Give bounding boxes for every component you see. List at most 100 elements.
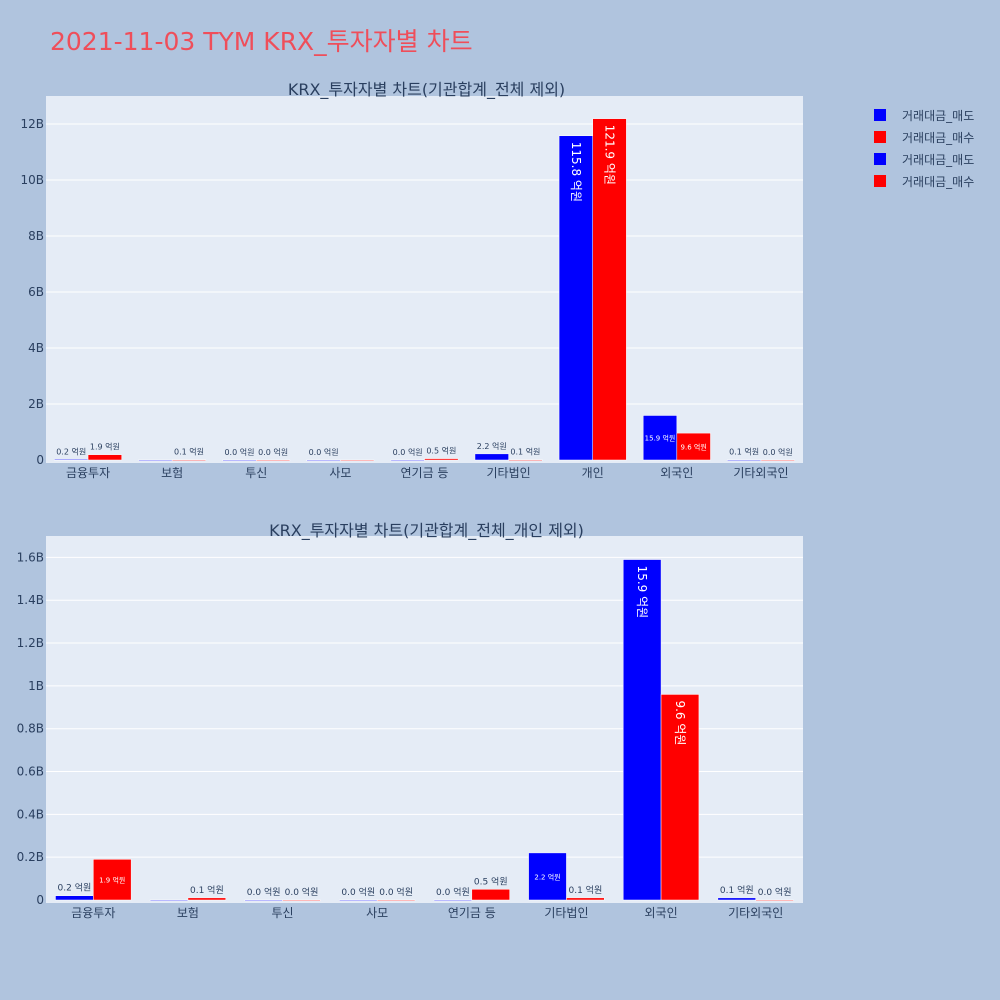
- data-label: 0.0 억원: [436, 886, 470, 898]
- y-tick-label: 0.6B: [17, 765, 44, 779]
- y-tick-label: 10B: [20, 173, 44, 187]
- chart-1: 0 2B 4B 6B 8B 10B 12B KRX_투자자별 차트(기관합계_전체 제외) 금융…: [20, 80, 803, 480]
- legend-swatch: [874, 109, 886, 121]
- x-tick-label: 보험: [177, 906, 199, 920]
- data-label: 0.0 억원: [758, 886, 792, 898]
- bar: [471, 889, 510, 901]
- data-label: 0.2 억원: [58, 882, 92, 894]
- bar: [390, 459, 425, 462]
- y-tick-label: 0.4B: [17, 807, 44, 821]
- x-tick-label: 외국인: [645, 906, 678, 920]
- x-tick-label: 사모: [329, 466, 351, 480]
- data-label: 0.5 억원: [426, 446, 456, 456]
- legend-item[interactable]: 거래대금_매수: [874, 170, 974, 192]
- data-label: 0.1 억원: [729, 447, 759, 457]
- y-tick-label: 12B: [20, 117, 44, 131]
- data-label: 2.2 억원: [477, 441, 507, 451]
- data-label: 15.9 억원: [645, 434, 676, 443]
- page-title: 2021-11-03 TYM KRX_투자자별 차트: [50, 27, 473, 56]
- bar: [222, 459, 257, 462]
- x-tick-label: 기타외국인: [728, 906, 783, 920]
- x-tick-label: 금융투자: [71, 906, 115, 920]
- x-tick-label: 연기금 등: [448, 906, 496, 920]
- bar: [755, 899, 794, 902]
- x-tick-label: 개인: [582, 466, 604, 480]
- data-label: 9.6 억원: [673, 700, 687, 745]
- y-tick-label: 0.2B: [17, 850, 44, 864]
- data-label: 0.1 억원: [174, 447, 204, 457]
- x-tick-label: 보험: [161, 466, 183, 480]
- y-tick-label: 1.2B: [17, 636, 44, 650]
- legend-label: 거래대금_매도: [902, 152, 975, 167]
- y-tick-label: 1.4B: [17, 593, 44, 607]
- bar: [244, 899, 283, 902]
- data-label: 2.2 억원: [534, 872, 560, 881]
- legend-label: 거래대금_매도: [902, 108, 975, 123]
- legend-item[interactable]: 거래대금_매도: [874, 104, 974, 126]
- chart-title: KRX_투자자별 차트(기관합계_전체_개인 제외): [269, 521, 584, 541]
- bar: [256, 459, 291, 462]
- legend-swatch: [874, 153, 886, 165]
- data-label: 0.1 억원: [190, 884, 224, 896]
- bar: [282, 899, 321, 902]
- bar: [187, 897, 227, 901]
- bar: [54, 459, 89, 461]
- bar: [424, 458, 459, 461]
- legend-label: 거래대금_매수: [902, 174, 975, 189]
- x-tick-label: 외국인: [660, 466, 693, 480]
- data-label: 0.0 억원: [309, 447, 339, 457]
- data-label: 0.0 억원: [285, 886, 319, 898]
- bar: [622, 559, 662, 901]
- data-label: 0.5 억원: [474, 875, 508, 887]
- data-label: 115.8 억원: [569, 142, 583, 202]
- bar: [93, 859, 132, 901]
- data-label: 0.1 억원: [510, 447, 540, 457]
- data-label: 0.0 억원: [763, 447, 793, 457]
- x-tick-label: 사모: [366, 906, 388, 920]
- data-label: 9.6 억원: [681, 443, 707, 452]
- bar: [339, 899, 378, 902]
- bar: [528, 852, 567, 901]
- data-label: 0.2 억원: [56, 446, 86, 456]
- chart-title: KRX_투자자별 차트(기관합계_전체 제외): [288, 80, 565, 100]
- x-tick-label: 금융투자: [66, 466, 110, 480]
- data-label: 0.0 억원: [341, 886, 375, 898]
- data-label: 121.9 억원: [603, 125, 617, 185]
- bar: [149, 899, 189, 902]
- bar: [306, 459, 341, 462]
- data-label: 0.0 억원: [258, 447, 288, 457]
- x-tick-label: 기타외국인: [733, 466, 788, 480]
- bar: [340, 459, 375, 462]
- chart-2: 0 0.2B 0.4B 0.6B 0.8B 1B 1.2B 1.4B 1.6B KRX_투자자별 …: [17, 521, 803, 920]
- legend[interactable]: 거래대금_매도 거래대금_매수 거래대금_매도 거래대금_매수: [874, 104, 974, 192]
- legend-swatch: [874, 175, 886, 187]
- bar: [55, 895, 94, 901]
- data-label: 15.9 억원: [635, 566, 649, 619]
- plot-area: [46, 96, 803, 463]
- x-tick-label: 연기금 등: [401, 466, 449, 480]
- legend-item[interactable]: 거래대금_매수: [874, 126, 974, 148]
- bar: [376, 899, 416, 902]
- data-label: 0.0 억원: [247, 886, 281, 898]
- x-tick-label: 투신: [245, 466, 267, 480]
- data-label: 0.1 억원: [720, 884, 754, 896]
- data-label: 1.9 억원: [90, 442, 120, 452]
- x-tick-label: 투신: [272, 906, 294, 920]
- y-tick-label: 1.6B: [17, 550, 44, 564]
- data-label: 1.9 억원: [99, 876, 125, 885]
- bar: [508, 459, 543, 461]
- bar: [642, 415, 678, 461]
- bar: [171, 459, 207, 461]
- y-tick-label: 0.8B: [17, 722, 44, 736]
- legend-item[interactable]: 거래대금_매도: [874, 148, 974, 170]
- bar: [592, 118, 627, 461]
- bar: [727, 459, 762, 461]
- data-label: 0.0 억원: [379, 886, 413, 898]
- bar: [660, 694, 700, 901]
- y-tick-label: 0: [36, 893, 44, 907]
- data-label: 0.1 억원: [568, 884, 602, 896]
- legend-swatch: [874, 131, 886, 143]
- y-tick-label: 6B: [28, 285, 44, 299]
- data-label: 0.0 억원: [393, 447, 423, 457]
